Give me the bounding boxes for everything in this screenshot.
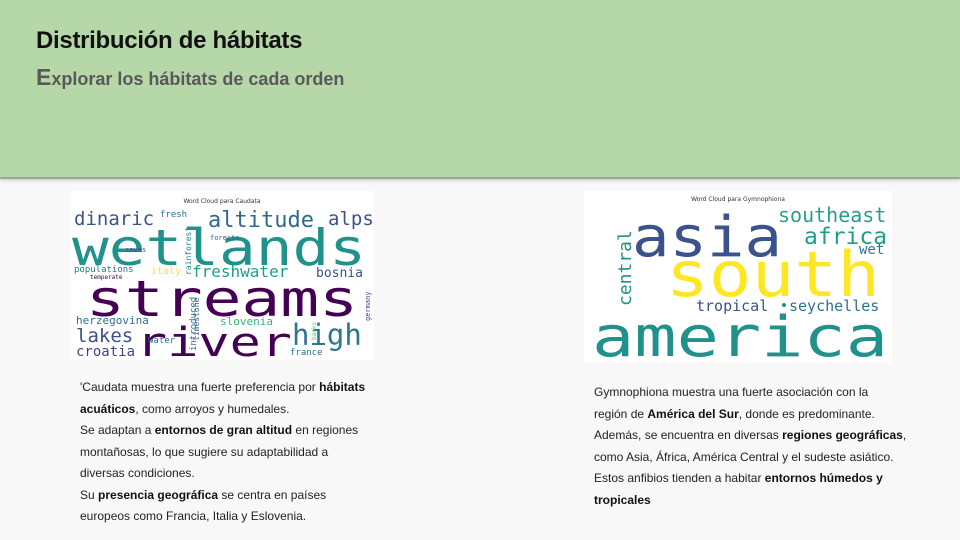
caudata-line-2: acuáticos, como arroyos y humedales.	[80, 399, 380, 421]
caudata-l1b: hábitats	[319, 380, 366, 394]
word-asia: asia	[632, 205, 782, 270]
word-italy: italy	[151, 266, 181, 277]
word-caves: caves	[125, 246, 146, 254]
gymno-line-2: región de América del Sur, donde es pred…	[594, 404, 924, 426]
caudata-line-1: 'Caudata muestra una fuerte preferencia …	[80, 377, 380, 399]
word-germany: germany	[364, 291, 372, 321]
word-lakes: lakes	[76, 325, 133, 347]
caudata-l6b: presencia geográfica	[98, 487, 219, 502]
gymno-l5b: entornos húmedos y	[764, 471, 883, 485]
caudata-line-7: europeos como Francia, Italia y Esloveni…	[80, 509, 307, 523]
subtitle-initial: E	[36, 64, 52, 90]
word-freshwater: freshwater	[192, 262, 289, 281]
word-fresh: fresh	[160, 210, 187, 220]
wordcloud-caudata-svg: Word Cloud para Caudata dinaric fresh al…	[72, 198, 374, 360]
wordcloud-gymnophiona-svg: Word Cloud para Gymnophiona southeast as…	[592, 196, 888, 363]
gymno-l2b: América del Sur	[647, 406, 739, 421]
word-forests: forests	[210, 234, 240, 242]
gymno-line-1: Gymnophiona muestra una fuerte asociació…	[594, 385, 869, 399]
word-wet: wet	[859, 242, 884, 258]
word-limestone: limestone	[192, 297, 201, 341]
word-france: france	[290, 348, 323, 358]
caudata-line-6: Su presencia geográfica se centra en paí…	[80, 485, 380, 507]
word-altitude: altitude	[208, 208, 314, 233]
word-banks: banks	[311, 322, 318, 340]
word-high: high	[292, 318, 362, 352]
gymnophiona-description: Gymnophiona muestra una fuerte asociació…	[594, 382, 924, 511]
word-south: south	[666, 238, 880, 311]
word-central: central	[615, 230, 636, 306]
page-subtitle: Explorar los hábitats de cada orden	[36, 64, 344, 91]
caudata-l1a: 'Caudata muestra una fuerte preferencia …	[80, 380, 320, 394]
word-streams: streams	[86, 270, 358, 328]
caudata-l3c: en regiones	[292, 423, 359, 437]
word-america: america	[592, 305, 888, 363]
word-dinaric: dinaric	[74, 208, 154, 230]
caudata-description: 'Caudata muestra una fuerte preferencia …	[80, 377, 380, 528]
gymno-l2a: región de	[594, 406, 648, 421]
word-wetlands: wetlands	[72, 219, 366, 277]
word-bosnia: bosnia	[316, 266, 363, 281]
word-temperate: temperate	[90, 274, 123, 281]
word-alps: alps	[328, 208, 374, 230]
word-dot	[782, 303, 786, 307]
gymno-l3a: Además, se encuentra en diversas	[594, 428, 783, 442]
caudata-l3a: Se adaptan a	[80, 423, 155, 437]
word-southeast: southeast	[778, 203, 886, 227]
wordcloud-gymnophiona-title: Word Cloud para Gymnophiona	[691, 196, 785, 203]
gymno-l5a: Estos anfibios tienden a habitar	[594, 471, 765, 485]
word-herzegovina: herzegovina	[76, 314, 149, 327]
word-croatia: croatia	[76, 344, 135, 360]
word-introduced: introduced	[189, 297, 199, 351]
gymno-line-5: Estos anfibios tienden a habitar entorno…	[594, 468, 924, 490]
subtitle-rest: xplorar los hábitats de cada orden	[51, 69, 345, 89]
word-tropical: tropical	[696, 297, 768, 315]
word-slovenia: slovenia	[220, 315, 273, 328]
word-populations: populations	[74, 265, 134, 275]
gymno-l6: tropicales	[594, 492, 651, 507]
word-rainforest: rainforest	[184, 227, 193, 275]
caudata-l2b: , como arroyos y humedales.	[135, 401, 290, 416]
wordcloud-gymnophiona: Word Cloud para Gymnophiona southeast as…	[584, 191, 892, 363]
word-seychelles: seychelles	[789, 297, 879, 315]
caudata-l2a: acuáticos	[80, 401, 136, 416]
gymno-line-6: tropicales	[594, 490, 924, 512]
gymno-l2c: , donde es predominante.	[738, 406, 875, 421]
caudata-line-4: montañosas, lo que sugiere su adaptabili…	[80, 444, 329, 459]
caudata-line-5: diversas condiciones.	[80, 466, 195, 480]
wordcloud-caudata-title: Word Cloud para Caudata	[183, 198, 260, 205]
gymno-line-3: Además, se encuentra en diversas regione…	[594, 425, 924, 447]
word-water: water	[148, 336, 176, 346]
caudata-l6c: se centra en países	[218, 487, 327, 502]
page-title: Distribución de hábitats	[36, 27, 303, 54]
caudata-line-3: Se adaptan a entornos de gran altitud en…	[80, 420, 380, 442]
gymno-l3b: regiones geográficas	[782, 428, 903, 442]
word-africa: africa	[804, 224, 887, 250]
caudata-l3b: entornos de gran altitud	[154, 423, 293, 437]
wordcloud-caudata: Word Cloud para Caudata dinaric fresh al…	[70, 191, 374, 360]
caudata-l6a: Su	[80, 487, 99, 502]
gymno-l3c: ,	[902, 428, 907, 442]
gymno-line-4: como Asia, África, América Central y el …	[594, 449, 894, 464]
word-river: river	[136, 320, 292, 360]
header-banner: Distribución de hábitats Explorar los há…	[0, 0, 960, 179]
